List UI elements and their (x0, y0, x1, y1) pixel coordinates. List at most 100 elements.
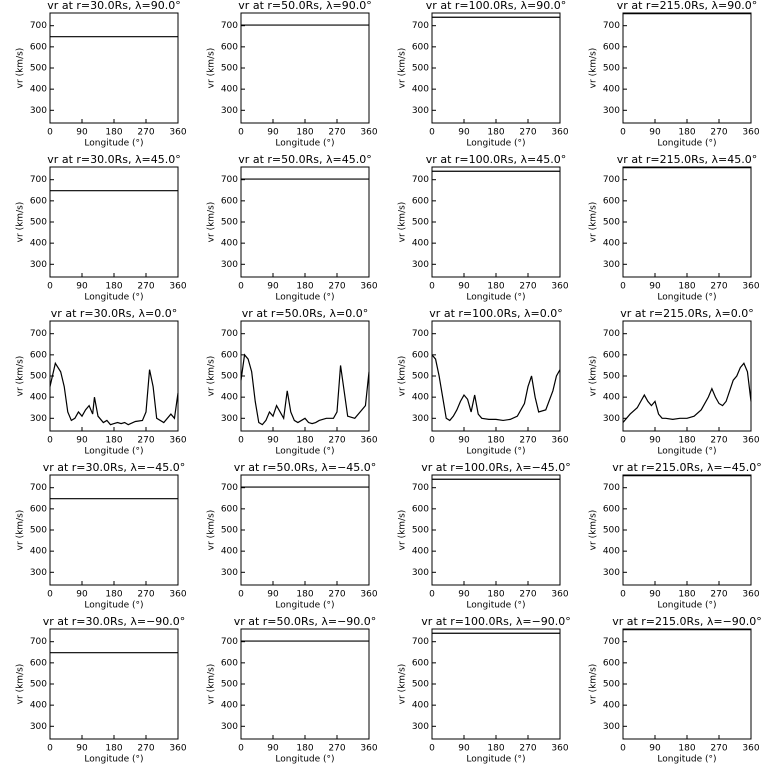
y-tick-label: 300 (30, 106, 47, 116)
x-tick-label: 270 (710, 128, 727, 138)
x-tick-label: 270 (137, 436, 154, 446)
y-axis-label: vr (km/s) (398, 510, 408, 551)
x-tick-label: 270 (328, 744, 345, 754)
x-tick-label: 270 (710, 436, 727, 446)
x-axis-label: Longitude (°) (466, 139, 525, 149)
x-axis-label: Longitude (°) (466, 447, 525, 457)
y-tick-label: 700 (221, 175, 238, 185)
y-axis-label: vr (km/s) (589, 202, 599, 243)
x-tick-label: 0 (47, 282, 53, 292)
x-axis-label: Longitude (°) (275, 755, 334, 765)
y-tick-label: 300 (30, 722, 47, 732)
x-axis-label: Longitude (°) (84, 755, 143, 765)
x-axis-label: Longitude (°) (275, 139, 334, 149)
y-tick-label: 500 (412, 218, 429, 228)
y-tick-label: 400 (221, 393, 238, 403)
x-axis-label: Longitude (°) (466, 601, 525, 611)
plot-frame (49, 474, 179, 586)
y-tick-label: 300 (603, 106, 620, 116)
y-tick-label: 300 (603, 260, 620, 270)
x-tick-label: 0 (238, 590, 244, 600)
x-tick-label: 360 (169, 282, 186, 292)
x-axis-label: Longitude (°) (275, 601, 334, 611)
y-tick-label: 300 (412, 414, 429, 424)
y-tick-label: 700 (30, 637, 47, 647)
x-tick-label: 180 (487, 436, 504, 446)
x-tick-label: 0 (620, 590, 626, 600)
y-tick-label: 600 (603, 350, 620, 360)
x-tick-label: 90 (267, 436, 279, 446)
chart-title: vr at r=215.0Rs, λ=−90.0° (612, 615, 762, 628)
x-tick-label: 270 (519, 590, 536, 600)
x-tick-label: 90 (649, 744, 661, 754)
y-tick-label: 600 (30, 350, 47, 360)
plot-frame (431, 12, 561, 124)
y-axis-label: vr (km/s) (589, 356, 599, 397)
y-tick-label: 300 (221, 106, 238, 116)
x-axis-label: Longitude (°) (657, 293, 716, 303)
x-tick-label: 180 (105, 744, 122, 754)
plot-frame (240, 474, 370, 586)
y-tick-label: 700 (412, 175, 429, 185)
x-tick-label: 90 (76, 128, 88, 138)
x-tick-label: 90 (649, 128, 661, 138)
x-tick-label: 0 (47, 436, 53, 446)
y-tick-label: 600 (603, 196, 620, 206)
y-tick-label: 300 (30, 260, 47, 270)
plot-frame (431, 166, 561, 278)
x-tick-label: 0 (47, 128, 53, 138)
y-tick-label: 400 (30, 85, 47, 95)
x-tick-label: 270 (137, 590, 154, 600)
y-tick-label: 400 (221, 239, 238, 249)
y-tick-label: 500 (221, 64, 238, 74)
y-axis-label: vr (km/s) (16, 48, 26, 89)
y-tick-label: 600 (30, 504, 47, 514)
x-tick-label: 90 (649, 282, 661, 292)
chart-title: vr at r=100.0Rs, λ=90.0° (426, 0, 566, 12)
y-tick-label: 600 (412, 658, 429, 668)
plot-frame (49, 12, 179, 124)
x-tick-label: 90 (76, 590, 88, 600)
y-tick-label: 300 (412, 106, 429, 116)
y-tick-label: 600 (221, 350, 238, 360)
y-axis-label: vr (km/s) (207, 48, 217, 89)
y-tick-label: 400 (221, 85, 238, 95)
x-tick-label: 180 (487, 744, 504, 754)
x-tick-label: 270 (710, 744, 727, 754)
x-tick-label: 90 (458, 282, 470, 292)
y-tick-label: 500 (30, 64, 47, 74)
y-tick-label: 300 (30, 414, 47, 424)
x-tick-label: 90 (76, 282, 88, 292)
x-tick-label: 90 (267, 590, 279, 600)
y-axis-label: vr (km/s) (398, 48, 408, 89)
y-tick-label: 700 (221, 483, 238, 493)
x-tick-label: 180 (296, 590, 313, 600)
y-tick-label: 400 (603, 547, 620, 557)
y-tick-label: 600 (30, 196, 47, 206)
plot-frame (431, 628, 561, 740)
x-tick-label: 270 (328, 282, 345, 292)
y-tick-label: 400 (30, 547, 47, 557)
y-tick-label: 400 (412, 239, 429, 249)
y-tick-label: 500 (412, 64, 429, 74)
chart-title: vr at r=100.0Rs, λ=−45.0° (421, 461, 571, 474)
x-tick-label: 360 (360, 590, 377, 600)
data-line (240, 353, 370, 426)
y-tick-label: 500 (30, 218, 47, 228)
x-tick-label: 0 (47, 744, 53, 754)
chart-title: vr at r=100.0Rs, λ=−90.0° (421, 615, 571, 628)
x-tick-label: 0 (238, 436, 244, 446)
plot-frame (431, 320, 561, 432)
y-axis-label: vr (km/s) (207, 356, 217, 397)
x-tick-label: 270 (137, 128, 154, 138)
y-axis-label: vr (km/s) (207, 202, 217, 243)
y-tick-label: 600 (30, 42, 47, 52)
x-tick-label: 180 (487, 282, 504, 292)
chart-title: vr at r=100.0Rs, λ=0.0° (429, 307, 562, 320)
y-tick-label: 600 (412, 504, 429, 514)
x-tick-label: 360 (742, 282, 759, 292)
y-tick-label: 400 (30, 701, 47, 711)
x-tick-label: 180 (487, 590, 504, 600)
y-tick-label: 500 (412, 526, 429, 536)
